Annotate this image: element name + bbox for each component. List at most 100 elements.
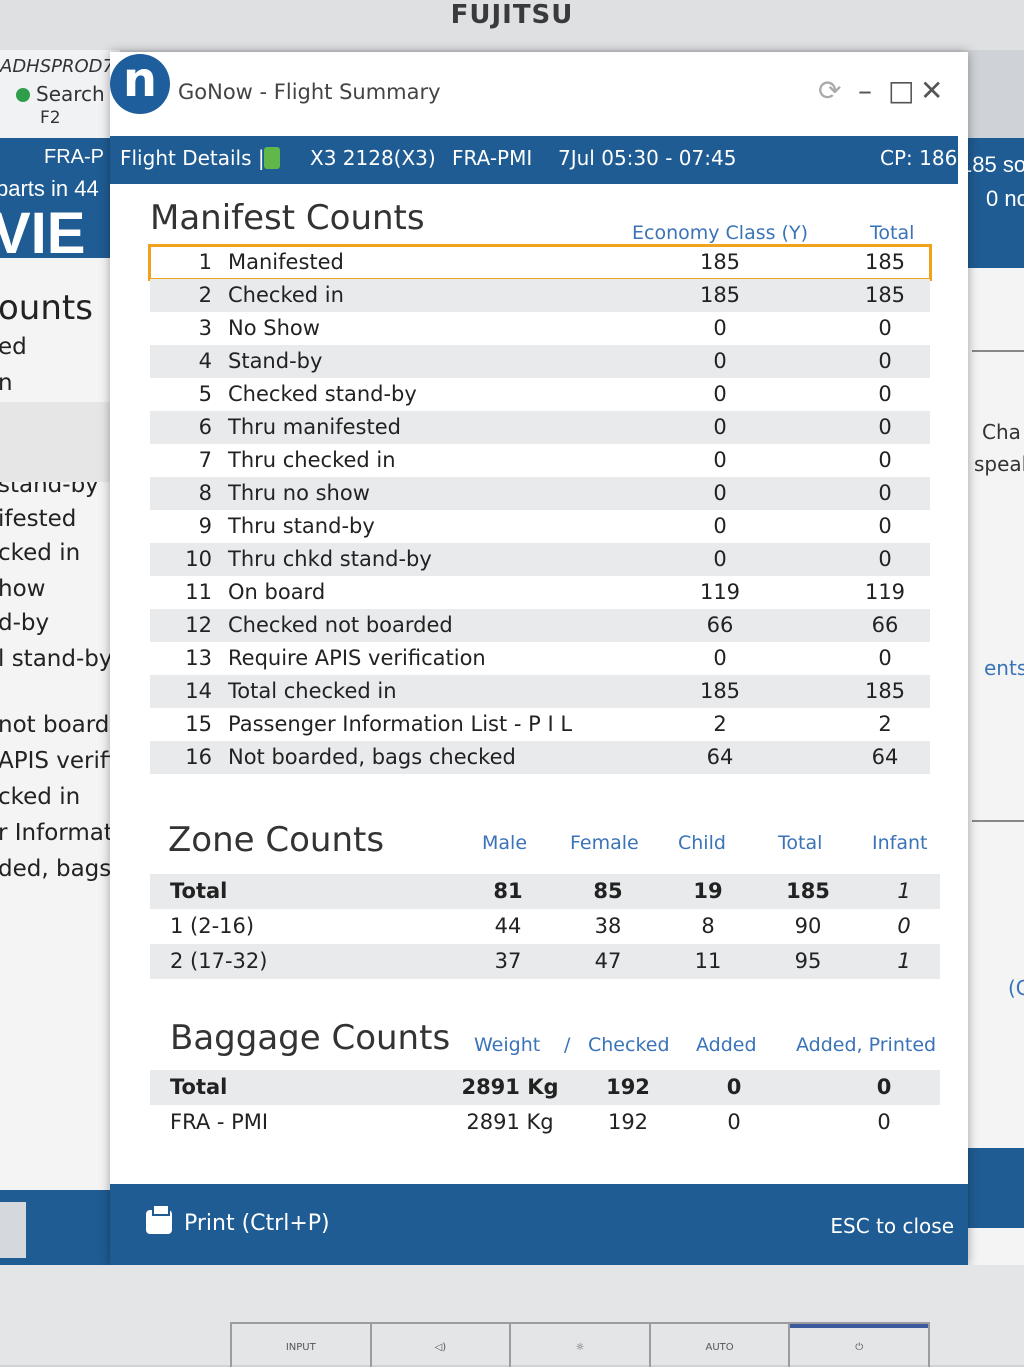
- table-row[interactable]: 8 Thru no show 0 0: [150, 477, 930, 510]
- background-route: FRA-P: [44, 146, 104, 168]
- monitor-brand: FUJITSU: [450, 0, 574, 30]
- monitor-auto-button[interactable]: AUTO: [648, 1324, 789, 1367]
- window-footer: Print (Ctrl+P) ESC to close: [110, 1184, 968, 1266]
- zone-table: Total 81 85 19 185 1 1 (2-16) 44 38 8 90 0 2 (17-3…: [150, 874, 940, 979]
- table-row[interactable]: 2 Checked in 185 185: [150, 279, 930, 312]
- background-item: r Informat: [0, 820, 113, 846]
- monitor-buttons: INPUT ◁) ☼ AUTO ⏻: [230, 1322, 930, 1367]
- background-right-line: [972, 820, 1024, 822]
- table-row[interactable]: Total 81 85 19 185 1: [150, 874, 940, 909]
- background-item: APIS verific: [0, 748, 128, 774]
- background-right-text: 0 no: [986, 186, 1024, 211]
- table-row[interactable]: 13 Require APIS verification 0 0: [185, 646, 892, 670]
- window-title: GoNow - Flight Summary: [178, 80, 441, 104]
- background-app-band: FRA-P parts in 44 VIE: [0, 138, 120, 264]
- table-row[interactable]: 3 No Show 0 0: [198, 316, 892, 340]
- baggage-col-separator: /: [564, 1034, 571, 1056]
- background-item: cked in: [0, 784, 81, 810]
- refresh-icon[interactable]: ⟳: [818, 74, 842, 107]
- flight-summary-window: n GoNow - Flight Summary ⟳ – □ ✕ Flight …: [110, 52, 968, 1266]
- flight-number: X3 2128(X3): [310, 146, 436, 170]
- monitor-input-button[interactable]: INPUT: [230, 1324, 370, 1367]
- background-item: d-by: [0, 610, 50, 636]
- table-row[interactable]: 4 Stand-by 0 0: [150, 345, 930, 378]
- printer-icon: [146, 1204, 172, 1234]
- background-item: l stand-by: [0, 646, 113, 672]
- close-button[interactable]: ✕: [920, 74, 944, 107]
- print-button[interactable]: Print (Ctrl+P): [146, 1204, 330, 1236]
- background-app-right: 185 so 0 no Cha speal ents (C: [958, 138, 1024, 1265]
- background-footer-tab: [0, 1202, 26, 1258]
- monitor-power-button[interactable]: ⏻: [788, 1324, 930, 1367]
- background-right-line: [972, 350, 1024, 352]
- background-right-footer: [958, 1148, 1024, 1228]
- table-row[interactable]: FRA - PMI 2891 Kg 192 0 0: [170, 1110, 891, 1134]
- background-footer: [0, 1190, 120, 1265]
- monitor-bezel-top: FUJITSU: [0, 0, 1024, 50]
- manifest-col-economy: Economy Class (Y): [632, 222, 808, 244]
- table-row[interactable]: 1 Manifested 185 185: [148, 244, 932, 281]
- app-logo-icon: n: [110, 54, 170, 114]
- table-row[interactable]: 7 Thru checked in 0 0: [198, 448, 892, 472]
- background-right-band: 185 so 0 no: [958, 138, 1024, 268]
- zone-col-female: Female: [570, 832, 639, 854]
- background-search-label: Search: [36, 82, 105, 106]
- baggage-col-checked: Checked: [588, 1034, 670, 1056]
- monitor-bezel-bottom: INPUT ◁) ☼ AUTO ⏻: [0, 1265, 1024, 1367]
- baggage-col-weight: Weight: [474, 1034, 541, 1056]
- background-app-left: ADHSPROD7 Search F2 FRA-P parts in 44 VI…: [0, 50, 131, 1265]
- monitor-volume-button[interactable]: ◁): [369, 1324, 510, 1367]
- flight-details-label: Flight Details |: [120, 146, 265, 170]
- flight-route: FRA-PMI: [452, 146, 533, 170]
- background-item: cked in: [0, 540, 81, 566]
- background-item: not boarde: [0, 712, 124, 738]
- table-row[interactable]: 12 Checked not boarded 66 66: [150, 609, 930, 642]
- baggage-table: Total 2891 Kg 192 0 0 FRA - PMI 2891 Kg 192 0 0: [150, 1070, 940, 1140]
- table-row[interactable]: 11 On board 119 119: [185, 580, 906, 604]
- background-right-text: ents: [984, 656, 1024, 680]
- table-row[interactable]: 6 Thru manifested 0 0: [150, 411, 930, 444]
- background-item: ifested: [0, 506, 77, 532]
- background-host: ADHSPROD7: [0, 56, 114, 77]
- airline-icon: [260, 146, 283, 170]
- background-app-header: ADHSPROD7 Search F2: [0, 50, 120, 138]
- monitor-brightness-button[interactable]: ☼: [509, 1324, 649, 1367]
- minimize-button[interactable]: –: [858, 74, 872, 107]
- flight-time: 7Jul 05:30 - 07:45: [558, 146, 737, 170]
- table-row[interactable]: 16 Not boarded, bags checked 64 64: [150, 741, 930, 774]
- background-item: ed: [0, 334, 27, 360]
- zone-col-infant: Infant: [872, 832, 928, 854]
- background-item: n: [0, 370, 13, 396]
- background-big: VIE: [0, 201, 86, 266]
- table-row[interactable]: 1 (2-16) 44 38 8 90 0: [170, 914, 911, 938]
- status-dot-icon: [16, 88, 30, 102]
- background-item: how: [0, 576, 46, 602]
- zone-col-total: Total: [778, 832, 823, 854]
- window-titlebar[interactable]: n GoNow - Flight Summary ⟳ – □ ✕: [110, 52, 968, 136]
- table-row[interactable]: Total 2891 Kg 192 0 0: [150, 1070, 940, 1105]
- manifest-table: 1 Manifested 185 185 2 Checked in 185 185 3 No …: [148, 244, 932, 774]
- maximize-button[interactable]: □: [888, 74, 915, 107]
- background-right-text: speal: [974, 452, 1024, 476]
- table-row[interactable]: 10 Thru chkd stand-by 0 0: [150, 543, 930, 576]
- zone-col-male: Male: [482, 832, 528, 854]
- summary-body: Manifest Counts Economy Class (Y) Total …: [120, 184, 958, 1184]
- background-search[interactable]: Search: [16, 82, 105, 106]
- table-row[interactable]: 5 Checked stand-by 0 0: [198, 382, 892, 406]
- baggage-col-added-printed: Added, Printed: [796, 1034, 937, 1056]
- baggage-col-added: Added: [696, 1034, 757, 1056]
- background-divider: [0, 402, 120, 482]
- zone-col-child: Child: [678, 832, 726, 854]
- baggage-title: Baggage Counts: [170, 1018, 451, 1058]
- background-item: ded, bags c: [0, 856, 132, 882]
- table-row[interactable]: 14 Total checked in 185 185: [150, 675, 930, 708]
- manifest-title: Manifest Counts: [150, 198, 425, 238]
- table-row[interactable]: 2 (17-32) 37 47 11 95 1: [150, 944, 940, 979]
- table-row[interactable]: 9 Thru stand-by 0 0: [198, 514, 892, 538]
- background-key: F2: [40, 108, 61, 128]
- background-right-text: Cha: [982, 420, 1021, 444]
- background-departs: parts in 44: [0, 176, 99, 201]
- background-heading: ounts: [0, 288, 93, 328]
- zone-title: Zone Counts: [168, 820, 385, 860]
